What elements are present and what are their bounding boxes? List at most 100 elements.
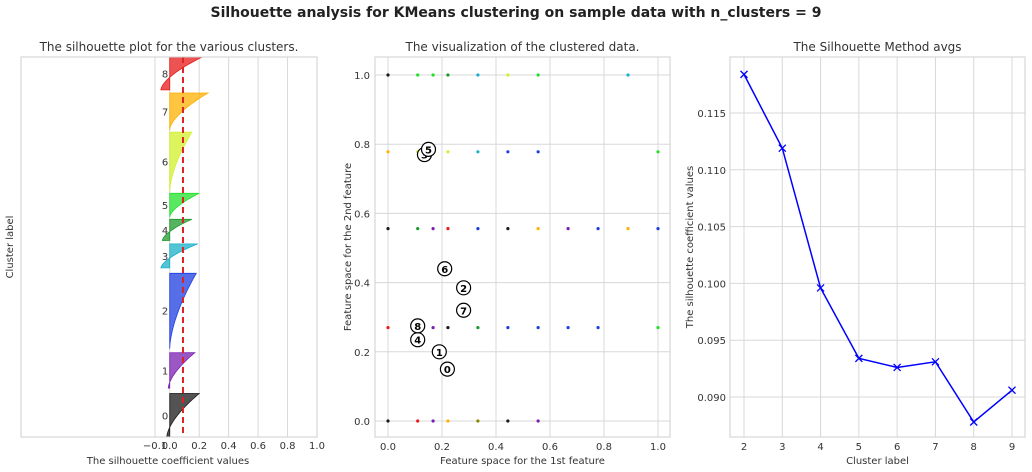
scatter-x-tick-label: 0.4 [488, 442, 504, 453]
scatter-point [431, 227, 435, 231]
cluster-center-label: 3 [421, 151, 428, 162]
avgs-plot-title: The Silhouette Method avgs [792, 40, 961, 54]
silhouette-x-tick-label: 0.0 [162, 441, 178, 452]
scatter-x-tick-label: 0.0 [380, 442, 396, 453]
scatter-point [596, 227, 600, 231]
avgs-point-marker [854, 354, 863, 363]
avgs-y-tick-label: 0.095 [697, 336, 726, 347]
scatter-point [536, 227, 540, 231]
scatter-point [476, 73, 480, 77]
scatter-point [416, 227, 420, 231]
silhouette-cluster-label: 6 [162, 158, 168, 169]
scatter-point [431, 419, 435, 423]
silhouette-x-tick-label: 0.2 [191, 441, 207, 452]
scatter-point [476, 325, 480, 330]
silhouette-plot-frame [20, 56, 318, 438]
scatter-plot-background [375, 57, 670, 437]
scatter-y-tick-label: 1.0 [354, 71, 370, 82]
avgs-y-tick-label: 0.105 [697, 223, 726, 234]
silhouette-band-cluster-5 [169, 192, 200, 218]
silhouette-cluster-label: 7 [162, 107, 168, 118]
cluster-center-label: 8 [414, 322, 421, 333]
scatter-point [566, 227, 570, 231]
silhouette-y-axis-label: Cluster label [5, 216, 16, 279]
silhouette-x-tick-label: −0.1 [143, 441, 167, 452]
silhouette-x-axis-label: The silhouette coefficient values [86, 456, 250, 467]
scatter-point [416, 419, 420, 423]
avgs-point-marker [816, 283, 825, 292]
scatter-point [446, 419, 450, 423]
avgs-y-tick-label: 0.090 [697, 393, 726, 404]
avgs-marker-stroke [778, 144, 787, 153]
avgs-y-tick-label: 0.110 [697, 166, 726, 177]
scatter-y-axis-label: Feature space for the 2nd feature [343, 163, 354, 331]
avgs-x-tick-label: 9 [1009, 442, 1015, 453]
scatter-y-tick-label: 0.6 [354, 209, 370, 220]
avgs-x-tick-label: 6 [894, 442, 900, 453]
scatter-point [536, 419, 540, 423]
avgs-marker-stroke [1008, 386, 1016, 395]
cluster-center-marker [410, 318, 426, 334]
cluster-center-marker [439, 361, 455, 377]
scatter-y-tick-label: 0.4 [354, 279, 370, 290]
scatter-point [476, 227, 480, 231]
avgs-point-marker [969, 418, 978, 426]
cluster-center-marker [420, 141, 437, 157]
figure-title: Silhouette analysis for KMeans clusterin… [210, 5, 822, 21]
avgs-x-tick-label: 4 [817, 442, 823, 453]
scatter-y-tick-label: 0.2 [354, 348, 370, 359]
avgs-marker-stroke [931, 357, 940, 366]
cluster-center-label: 7 [460, 306, 467, 317]
scatter-point [566, 325, 570, 330]
scatter-point [506, 150, 510, 154]
cluster-center-label: 4 [414, 336, 421, 347]
avgs-marker-stroke [816, 283, 825, 292]
scatter-point [596, 325, 600, 330]
avgs-marker-stroke [969, 418, 978, 426]
silhouette-band-cluster-4 [161, 218, 192, 241]
avgs-x-tick-label: 5 [856, 442, 862, 453]
scatter-point [536, 325, 540, 330]
silhouette-cluster-label: 4 [162, 226, 168, 237]
scatter-point [386, 419, 390, 423]
silhouette-band-cluster-2 [169, 272, 197, 350]
avgs-plot-frame [729, 56, 1026, 438]
silhouette-x-tick-label: 0.8 [280, 441, 296, 452]
avgs-marker-stroke [740, 70, 748, 79]
silhouette-x-tick-label: 1.0 [309, 441, 325, 452]
scatter-point [446, 150, 450, 154]
scatter-y-tick-label: 0.0 [354, 417, 370, 428]
cluster-center-marker [437, 261, 453, 277]
scatter-point [386, 325, 390, 330]
scatter-plot-frame [374, 56, 671, 438]
scatter-point [506, 325, 510, 330]
scatter-point [626, 227, 630, 231]
avgs-y-tick-label: 0.100 [697, 279, 726, 290]
scatter-point [431, 325, 435, 330]
scatter-point [656, 325, 660, 330]
scatter-point [476, 419, 480, 423]
scatter-point [506, 227, 510, 231]
scatter-point [446, 227, 450, 231]
scatter-x-tick-label: 0.8 [596, 442, 612, 453]
scatter-plot-title: The visualization of the clustered data. [405, 40, 640, 54]
scatter-point [386, 227, 390, 231]
scatter-point [506, 419, 510, 423]
avgs-y-tick-label: 0.115 [697, 109, 726, 120]
scatter-y-tick-label: 0.8 [354, 140, 370, 151]
scatter-point [446, 325, 450, 330]
silhouette-cluster-label: 2 [162, 307, 168, 318]
avgs-point-marker [778, 144, 787, 153]
scatter-point [476, 150, 480, 154]
scatter-point [506, 73, 510, 77]
scatter-point [431, 73, 435, 77]
scatter-point [626, 73, 630, 77]
scatter-point [536, 150, 540, 154]
silhouette-cluster-label: 3 [162, 252, 168, 263]
silhouette-band-cluster-1 [167, 352, 196, 389]
scatter-point [536, 73, 540, 77]
scatter-point [656, 227, 660, 231]
silhouette-band-cluster-6 [169, 131, 193, 192]
avgs-x-tick-label: 8 [971, 442, 977, 453]
scatter-x-axis-label: Feature space for the 1st feature [440, 456, 605, 467]
